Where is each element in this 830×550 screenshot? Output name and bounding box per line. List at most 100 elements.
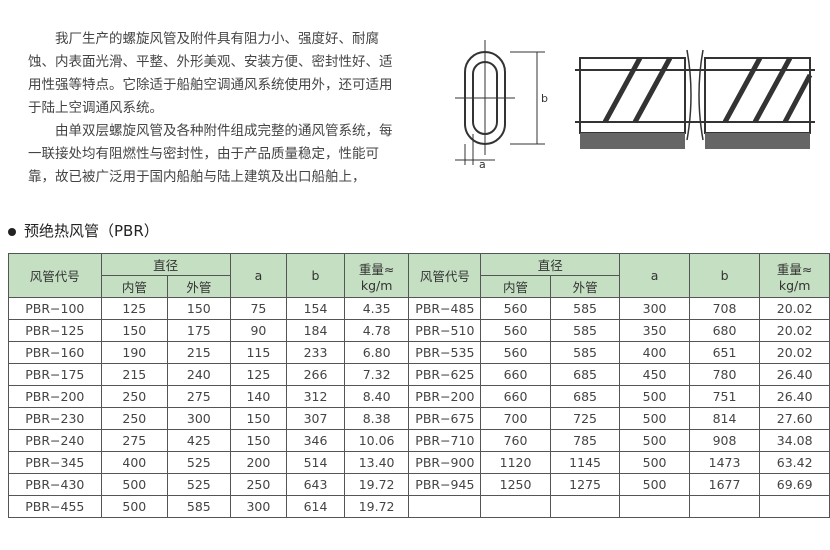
table-cell: PBR−100 [8,297,102,320]
table-cell: 115 [229,341,288,364]
table-cell: 585 [549,341,621,364]
table-cell: 585 [549,319,621,342]
table-cell: 751 [688,385,761,408]
table-cell: 400 [100,451,169,474]
table-cell: PBR−160 [8,341,102,364]
table-cell: 250 [100,407,169,430]
table-cell: 233 [286,341,345,364]
table-cell: 140 [229,385,288,408]
table-cell: 200 [229,451,288,474]
table-cell: 20.02 [759,319,830,342]
table-cell: 10.06 [343,429,410,452]
table-row: PBR−230 250 300 150 307 8.38 PBR−675 700 725 500 8… [8,407,830,430]
table-cell: 500 [619,473,690,496]
table-cell: 150 [229,429,288,452]
table-cell: 250 [100,385,169,408]
table-cell: PBR−535 [408,341,482,364]
table-cell: 500 [100,495,169,518]
table-row: PBR−430 500 525 250 643 19.72 PBR−945 1250 1275 5… [8,473,830,496]
table-cell: 585 [549,297,621,320]
table-cell: 184 [286,319,345,342]
table-cell: 660 [480,363,551,386]
table-cell: 8.40 [343,385,410,408]
table-cell: 300 [167,407,231,430]
table-cell: 275 [100,429,169,452]
table-cell: 400 [619,341,690,364]
table-cell: PBR−900 [408,451,482,474]
table-cell: 8.38 [343,407,410,430]
header-a: a [229,253,288,298]
table-cell: 266 [286,363,345,386]
table-cell: 275 [167,385,231,408]
table-cell: PBR−175 [8,363,102,386]
table-cell: 425 [167,429,231,452]
table-cell: 908 [688,429,761,452]
table-cell: 1473 [688,451,761,474]
table-cell: 560 [480,297,551,320]
table-cell: PBR−230 [8,407,102,430]
duct-diagram: a b [455,40,815,170]
table-cell: 785 [549,429,621,452]
table-cell: 150 [229,407,288,430]
table-cell: 500 [619,451,690,474]
table-cell: 660 [480,385,551,408]
header-code: 风管代号 [408,253,482,298]
table-cell: 614 [286,495,345,518]
table-cell: 700 [480,407,551,430]
table-cell: 525 [167,451,231,474]
label-b: b [541,92,548,105]
table-cell: 125 [229,363,288,386]
table-cell: 500 [619,385,690,408]
table-cell: 26.40 [759,385,830,408]
table-cell: 75 [229,297,288,320]
table-cell: 250 [229,473,288,496]
table-cell: 500 [619,407,690,430]
table-cell: 7.32 [343,363,410,386]
header-b: b [286,253,345,298]
table-row: PBR−125 150 175 90 184 4.78 PBR−510 560 585 350 68… [8,319,830,342]
header-diameter: 直径 [480,253,621,276]
table-cell: 685 [549,385,621,408]
bullet-icon [8,227,16,236]
section-title: 预绝热风管（PBR） [8,220,159,241]
table-cell [480,495,551,518]
table-cell: 90 [229,319,288,342]
table-cell: 4.78 [343,319,410,342]
table-cell [619,495,690,518]
table-cell: 175 [167,319,231,342]
table-cell: 560 [480,319,551,342]
header-outer: 外管 [549,275,621,298]
table-row: PBR−100 125 150 75 154 4.35 PBR−485 560 585 300 70… [8,297,830,320]
header-a: a [619,253,690,298]
table-cell: PBR−625 [408,363,482,386]
table-cell: 1275 [549,473,621,496]
table-cell [688,495,761,518]
table-cell: 19.72 [343,473,410,496]
table-cell: PBR−510 [408,319,482,342]
table-cell: 215 [100,363,169,386]
table-cell: 240 [167,363,231,386]
table-cell: 514 [286,451,345,474]
table-row: PBR−455 500 585 300 614 19.72 [8,495,830,518]
table-cell: 500 [100,473,169,496]
table-cell: 150 [167,297,231,320]
table-cell: PBR−125 [8,319,102,342]
table-cell: 1120 [480,451,551,474]
table-cell: 300 [229,495,288,518]
table-cell: 27.60 [759,407,830,430]
table-cell: 685 [549,363,621,386]
table-cell: 450 [619,363,690,386]
table-cell: PBR−345 [8,451,102,474]
table-cell: 585 [167,495,231,518]
table-row: PBR−200 250 275 140 312 8.40 PBR−200 660 685 500 7… [8,385,830,408]
table-row: PBR−160 190 215 115 233 6.80 PBR−535 560 585 400 6… [8,341,830,364]
table-cell: 69.69 [759,473,830,496]
table-cell: 780 [688,363,761,386]
header-b: b [688,253,761,298]
table-cell [759,495,830,518]
table-cell: 125 [100,297,169,320]
table-cell: 215 [167,341,231,364]
table-cell: PBR−200 [8,385,102,408]
table-cell: 190 [100,341,169,364]
table-cell: 154 [286,297,345,320]
